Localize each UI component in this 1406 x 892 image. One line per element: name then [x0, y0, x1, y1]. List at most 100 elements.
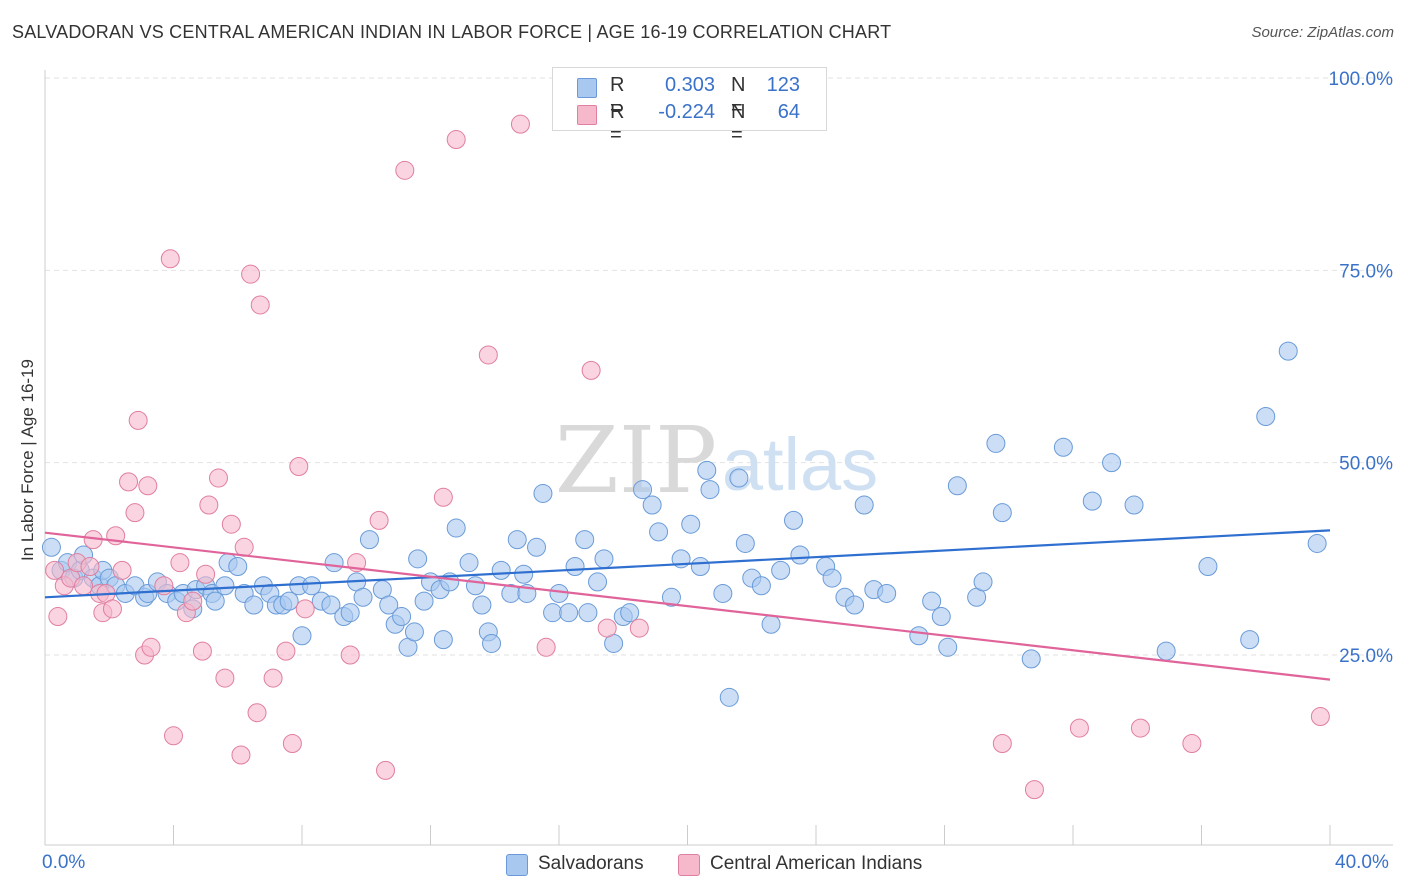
- salvadorans-point: [414, 591, 434, 611]
- legend-r-value: -0.224: [658, 101, 715, 123]
- legend-swatch-blue: [577, 78, 597, 98]
- central-american-indians-point: [170, 553, 190, 573]
- central-american-indians-point: [376, 760, 396, 780]
- salvadorans-point: [1256, 407, 1276, 427]
- salvadorans-point: [404, 622, 424, 642]
- central-american-indians-point: [160, 249, 180, 269]
- salvadorans-point: [931, 607, 951, 627]
- salvadorans-point: [1082, 491, 1102, 511]
- salvadorans-point: [302, 576, 322, 596]
- y-tick-label: 75.0%: [1339, 261, 1393, 282]
- salvadorans-point: [392, 607, 412, 627]
- salvadorans-point: [533, 483, 553, 503]
- central-american-indians-point: [241, 264, 261, 284]
- central-american-indians-point: [282, 733, 302, 753]
- central-american-indians-point: [215, 668, 235, 688]
- legend-r-label: R =: [610, 101, 625, 146]
- central-american-indians-point: [369, 510, 389, 530]
- central-american-indians-point: [247, 703, 267, 723]
- salvadorans-point: [588, 572, 608, 592]
- salvadorans-point: [321, 595, 341, 615]
- salvadorans-point: [938, 637, 958, 657]
- salvadorans-point: [771, 560, 791, 580]
- salvadorans-point: [729, 468, 749, 488]
- salvadorans-point: [845, 595, 865, 615]
- legend-r-value: 0.303: [664, 74, 715, 96]
- salvadorans-point: [735, 533, 755, 553]
- central-american-indians-point: [1182, 733, 1202, 753]
- salvadorans-point: [633, 480, 653, 500]
- central-american-indians-point: [128, 410, 148, 430]
- legend-swatch-salvadorans: [506, 854, 528, 876]
- central-american-indians-point: [196, 564, 216, 584]
- legend-swatch-pink: [577, 105, 597, 125]
- salvadorans-point: [228, 557, 248, 577]
- legend-n-value: 123: [766, 74, 800, 96]
- central-american-indians-point: [102, 599, 122, 619]
- salvadorans-point: [751, 576, 771, 596]
- central-american-indians-point: [192, 641, 212, 661]
- central-american-indians-point: [1069, 718, 1089, 738]
- salvadorans-point: [41, 537, 61, 557]
- central-american-indians-point: [221, 514, 241, 534]
- salvadorans-point: [1102, 453, 1122, 473]
- salvadorans-point: [822, 568, 842, 588]
- salvadorans-point: [784, 510, 804, 530]
- central-american-indians-point: [276, 641, 296, 661]
- salvadorans-point: [1124, 495, 1144, 515]
- central-american-indians-point: [112, 560, 132, 580]
- salvadorans-point: [761, 614, 781, 634]
- salvadorans-point: [1198, 557, 1218, 577]
- legend-label-central-american-indians: Central American Indians: [710, 853, 923, 874]
- central-american-indians-point: [581, 360, 601, 380]
- central-american-indians-point: [295, 599, 315, 619]
- central-american-indians-point: [629, 618, 649, 638]
- central-american-indians-point: [234, 537, 254, 557]
- salvadorans-point: [877, 583, 897, 603]
- central-american-indians-point: [1130, 718, 1150, 738]
- salvadorans-point: [408, 549, 428, 569]
- salvadorans-point: [353, 587, 373, 607]
- salvadorans-point: [433, 630, 453, 650]
- central-american-indians-point: [1310, 707, 1330, 727]
- legend-n-label: N =: [731, 101, 746, 146]
- salvadorans-point: [491, 560, 511, 580]
- salvadorans-point: [465, 576, 485, 596]
- salvadorans-point: [482, 633, 502, 653]
- salvadorans-point: [324, 553, 344, 573]
- salvadorans-point: [514, 564, 534, 584]
- central-american-indians-point: [263, 668, 283, 688]
- central-american-indians-point: [164, 726, 183, 746]
- watermark-atlas: atlas: [722, 423, 878, 506]
- central-american-indians-point: [138, 476, 158, 496]
- salvadorans-point: [1021, 649, 1041, 669]
- salvadorans-point: [292, 626, 312, 646]
- y-tick-label: 50.0%: [1339, 454, 1393, 475]
- y-tick-label: 25.0%: [1339, 646, 1393, 667]
- salvadorans-point: [681, 514, 701, 534]
- central-american-indians-point: [183, 591, 203, 611]
- salvadorans-point: [642, 495, 662, 515]
- salvadorans-point: [713, 583, 733, 603]
- central-american-indians-point: [141, 637, 161, 657]
- central-american-indians-point: [340, 645, 360, 665]
- central-american-indians-point: [289, 457, 309, 477]
- salvadorans-point: [661, 587, 681, 607]
- central-american-indians-point: [433, 487, 453, 507]
- salvadorans-point: [986, 433, 1006, 453]
- legend-label-salvadorans: Salvadorans: [538, 853, 644, 874]
- salvadorans-point: [279, 591, 299, 611]
- salvadorans-point: [446, 518, 466, 538]
- salvadorans-point: [459, 553, 479, 573]
- salvadorans-point: [549, 583, 569, 603]
- central-american-indians-point: [45, 560, 65, 580]
- salvadorans-point: [359, 530, 379, 550]
- central-american-indians-point: [231, 745, 251, 765]
- central-american-indians-point: [199, 495, 219, 515]
- central-american-indians-point: [74, 576, 94, 596]
- salvadorans-point: [1053, 437, 1073, 457]
- salvadorans-point: [1240, 630, 1260, 650]
- correlation-legend: R = 0.303 N = 123 R = -0.224 N = 64: [552, 67, 827, 146]
- central-american-indians-point: [119, 472, 139, 492]
- central-american-indians-point: [536, 637, 556, 657]
